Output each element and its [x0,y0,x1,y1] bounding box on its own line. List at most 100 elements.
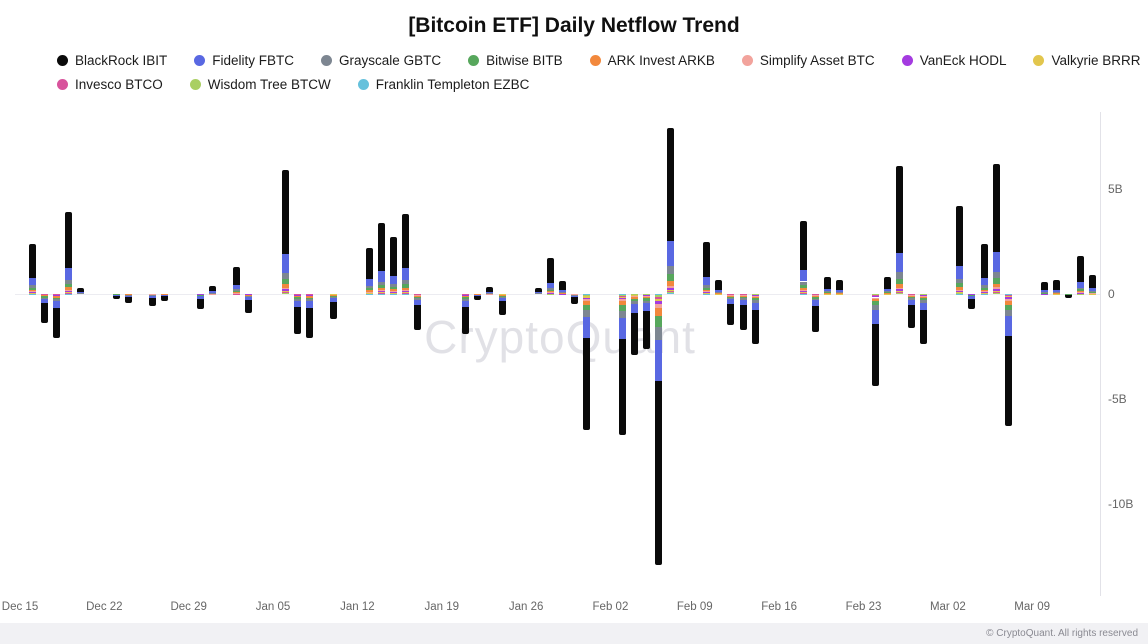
bar-2025-01-21-bitb[interactable] [462,297,470,299]
bar-2025-02-11-gbtc[interactable] [715,291,723,293]
legend-item-btco[interactable]: Invesco BTCO [57,77,163,92]
bar-2025-02-06-gbtc[interactable] [655,326,663,341]
bar-2025-01-29-bitb[interactable] [558,292,566,293]
bar-2025-02-25-arkb[interactable] [884,292,892,294]
bar-2025-01-31-btco[interactable] [582,295,590,297]
bar-2025-03-03-brrr[interactable] [956,291,964,293]
bar-2025-03-03-hodl[interactable] [956,290,964,292]
bar-2025-02-07-gbtc[interactable] [667,265,675,275]
bar-2025-02-24-btcw[interactable] [872,294,880,295]
bar-2025-02-12-fbtc[interactable] [727,299,735,305]
bar-2025-02-24-hodl[interactable] [872,296,880,298]
bar-2025-03-11-fbtc[interactable] [1052,289,1060,292]
bar-2025-02-26-btcw[interactable] [896,292,904,294]
bar-2025-02-10-arkb[interactable] [703,289,711,292]
bar-2025-02-04-ibit[interactable] [631,313,639,355]
bar-2024-12-19-brrr[interactable] [64,291,72,293]
bar-2025-03-11-bitb[interactable] [1052,292,1060,293]
bar-2025-02-26-ezbc[interactable] [896,293,904,294]
bar-2025-01-15-arkb[interactable] [390,289,398,292]
bar-2025-03-03-simplify[interactable] [956,289,964,291]
bar-2025-03-06-bitb[interactable] [992,278,1000,284]
legend-item-simplify[interactable]: Simplify Asset BTC [741,53,875,68]
bar-2025-02-28-simplify[interactable] [920,295,928,297]
bar-2025-01-17-arkb[interactable] [414,295,422,297]
bar-2025-02-18-hodl[interactable] [799,291,807,293]
bar-2025-02-13-gbtc[interactable] [739,298,747,301]
bar-2025-02-12-arkb[interactable] [727,295,735,297]
bar-2025-03-07-fbtc[interactable] [1004,316,1012,337]
bar-2025-01-06-btcw[interactable] [281,292,289,294]
bar-2025-02-07-btcw[interactable] [667,292,675,294]
bar-2025-02-24-brrr[interactable] [872,295,880,297]
bar-2025-02-03-brrr[interactable] [619,296,626,298]
bar-2025-01-29-ibit[interactable] [558,281,566,290]
bar-2024-12-17-ibit[interactable] [40,303,48,324]
bar-2025-02-18-gbtc[interactable] [799,281,807,286]
bar-2025-03-14-ibit[interactable] [1088,275,1096,288]
bar-2025-02-11-bitb[interactable] [715,292,723,293]
bar-2025-01-07-bitb[interactable] [293,297,301,299]
bar-2025-01-07-arkb[interactable] [293,295,301,298]
bar-2024-12-18-arkb[interactable] [52,296,60,298]
bar-2025-02-28-ibit[interactable] [920,310,928,345]
bar-2025-01-10-arkb[interactable] [329,295,337,296]
bar-2025-01-29-gbtc[interactable] [558,291,566,293]
bar-2025-01-14-hodl[interactable] [378,291,385,293]
bar-2025-01-02-fbtc[interactable] [233,285,241,290]
bar-2025-02-03-hodl[interactable] [619,297,626,300]
bar-2024-12-20-ibit[interactable] [76,287,84,292]
bar-2025-02-24-simplify[interactable] [872,297,880,299]
bar-2025-01-10-gbtc[interactable] [329,297,337,299]
bar-2025-02-05-bitb[interactable] [643,298,651,301]
bar-2024-12-30-gbtc[interactable] [197,295,205,297]
bar-2025-03-11-ibit[interactable] [1052,280,1060,290]
bar-2025-01-30-fbtc[interactable] [570,295,578,298]
bar-2025-01-08-gbtc[interactable] [305,299,313,302]
bar-2025-01-14-ibit[interactable] [378,222,385,272]
bar-2025-02-06-hodl[interactable] [655,301,663,305]
bar-2025-01-30-ibit[interactable] [570,297,578,305]
bar-2025-01-16-simplify[interactable] [402,290,410,291]
bar-2025-03-13-fbtc[interactable] [1076,281,1084,288]
bar-2025-02-13-ibit[interactable] [739,305,747,330]
bar-2025-02-03-fbtc[interactable] [619,317,626,339]
bar-2025-01-31-arkb[interactable] [582,300,590,305]
bar-2025-02-24-bitb[interactable] [872,301,880,306]
bar-2025-01-30-gbtc[interactable] [570,295,578,296]
legend-item-bitb[interactable]: Bitwise BITB [468,53,563,68]
bar-2025-02-07-ibit[interactable] [667,128,675,241]
bar-2025-02-03-btco[interactable] [619,295,626,297]
bar-2025-01-17-bitb[interactable] [414,296,422,299]
bar-2025-02-20-bitb[interactable] [823,291,831,293]
bar-2025-03-05-gbtc[interactable] [980,285,988,288]
bar-2025-02-07-hodl[interactable] [667,287,675,290]
bar-2025-02-10-bitb[interactable] [703,287,711,290]
bar-2025-02-14-bitb[interactable] [751,298,759,301]
bar-2025-02-28-hodl[interactable] [920,295,928,296]
bar-2025-02-04-gbtc[interactable] [631,301,639,305]
bar-2025-01-06-bitb[interactable] [281,279,289,285]
bar-2025-02-10-fbtc[interactable] [703,277,711,286]
bar-2025-01-15-simplify[interactable] [390,291,398,292]
bar-2025-02-06-btco[interactable] [655,296,663,299]
bar-2024-12-18-simplify[interactable] [52,295,60,297]
bar-2025-02-28-arkb[interactable] [920,296,928,299]
bar-2025-01-14-arkb[interactable] [378,288,385,291]
bar-2025-02-18-brrr[interactable] [799,292,807,293]
bar-2025-02-26-btco[interactable] [896,291,904,293]
bar-2025-01-16-gbtc[interactable] [402,280,410,285]
bar-2025-02-03-ezbc[interactable] [619,294,626,295]
bar-2024-12-23-ibit[interactable] [112,295,120,300]
bar-2025-01-07-ibit[interactable] [293,306,301,334]
bar-2025-01-10-fbtc[interactable] [329,298,337,303]
bar-2025-03-13-gbtc[interactable] [1076,287,1084,290]
bar-2025-02-25-bitb[interactable] [884,291,892,293]
bar-2025-03-06-ibit[interactable] [992,163,1000,253]
bar-2025-01-13-fbtc[interactable] [365,279,373,287]
bar-2025-01-08-bitb[interactable] [305,297,313,300]
legend-item-hodl[interactable]: VanEck HODL [901,53,1006,68]
bar-2025-02-18-fbtc[interactable] [799,270,807,282]
bar-2025-03-07-btco[interactable] [1004,295,1012,297]
bar-2025-02-18-arkb[interactable] [799,288,807,291]
